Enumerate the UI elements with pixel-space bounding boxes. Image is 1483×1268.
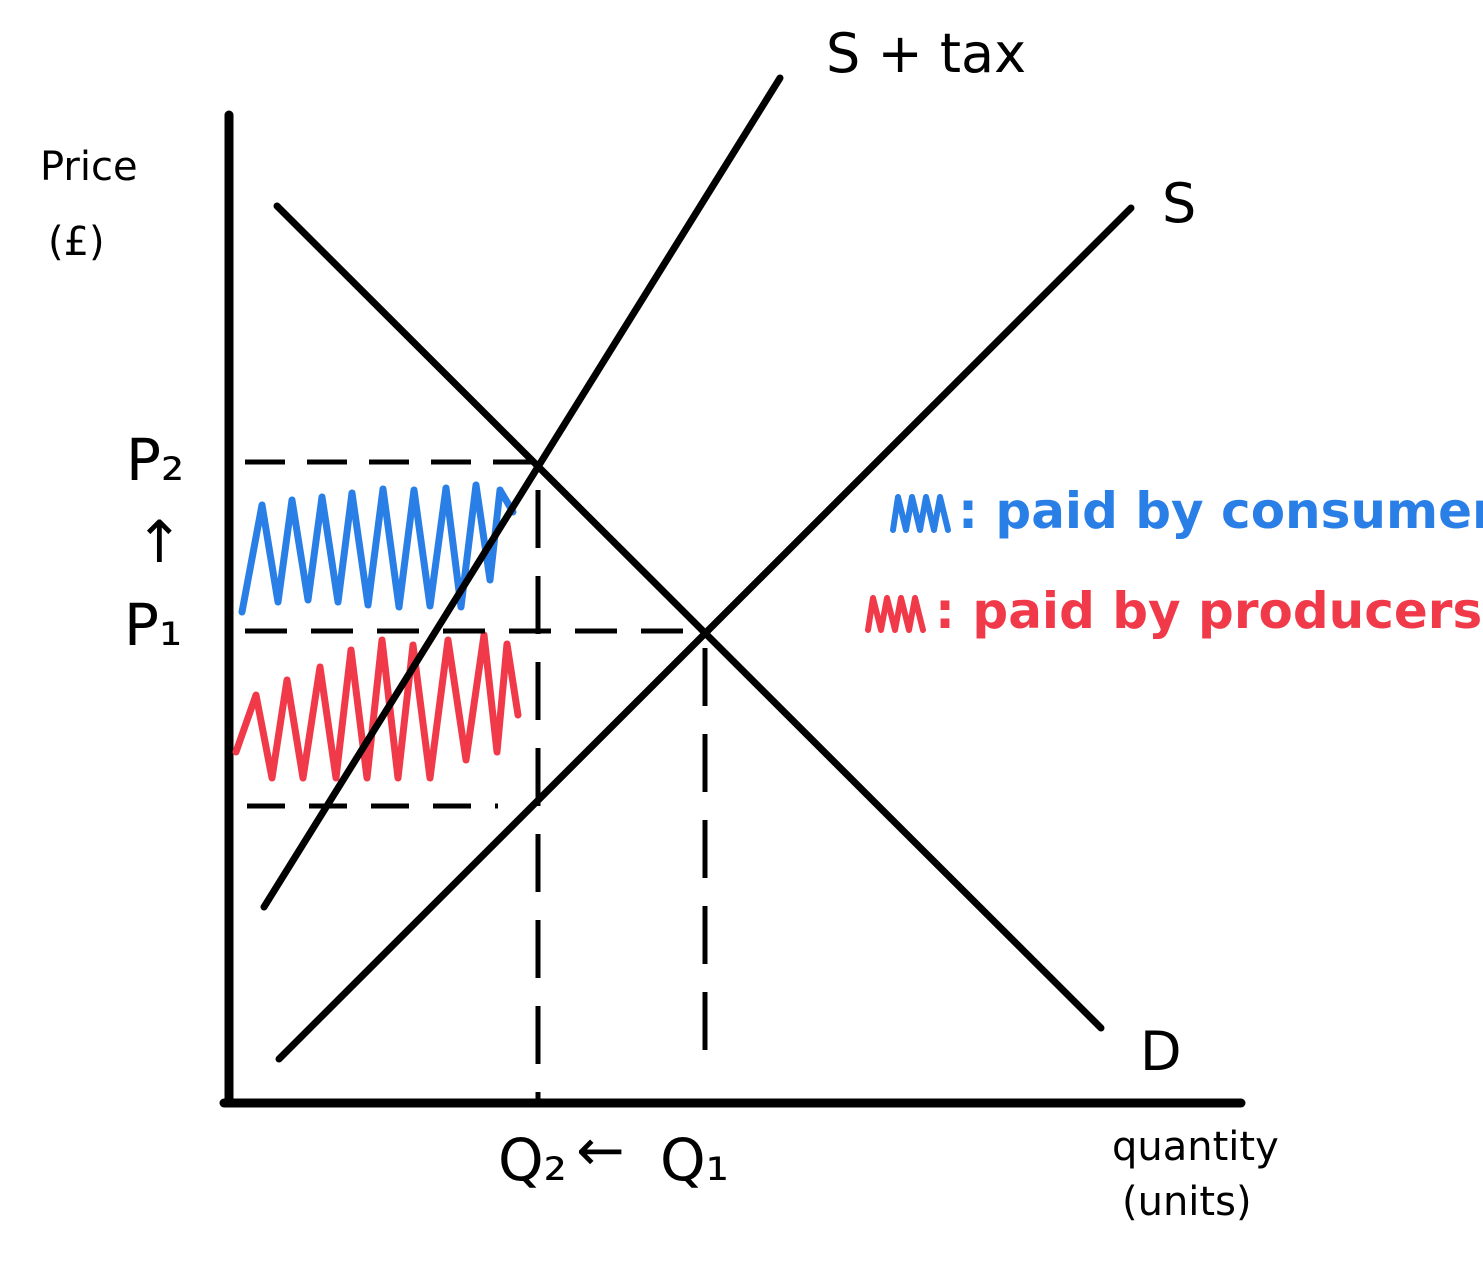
x-axis-label: quantity <box>1112 1124 1279 1170</box>
q2-label: Q₂ <box>498 1126 567 1194</box>
y-axis-unit-label: (£) <box>48 219 105 265</box>
p1-label: P₁ <box>124 591 182 659</box>
supply-label: S <box>1162 172 1196 235</box>
p2-label: P₂ <box>126 426 184 494</box>
price-increase-arrow: ↑ <box>135 508 184 576</box>
supply-plus-tax-curve <box>260 74 784 911</box>
legend-producer-label: : paid by producers <box>935 582 1482 640</box>
legend-consumer-swatch <box>890 494 951 533</box>
consumer-burden-area <box>238 481 517 616</box>
y-axis-label: Price <box>40 144 138 190</box>
legend-producer-swatch <box>865 595 926 633</box>
quantity-decrease-arrow: ← <box>576 1116 625 1184</box>
demand-curve <box>273 202 1105 1032</box>
q1-label: Q₁ <box>660 1126 729 1194</box>
legend: : paid by consumers : paid by producers <box>865 482 1483 640</box>
legend-consumer-label: : paid by consumers <box>958 482 1483 540</box>
demand-label: D <box>1140 1020 1182 1083</box>
producer-burden-area <box>232 631 522 782</box>
dashed-guides <box>245 459 708 1100</box>
supply-plus-tax-label: S + tax <box>826 22 1026 85</box>
x-axis-unit-label: (units) <box>1122 1179 1252 1225</box>
